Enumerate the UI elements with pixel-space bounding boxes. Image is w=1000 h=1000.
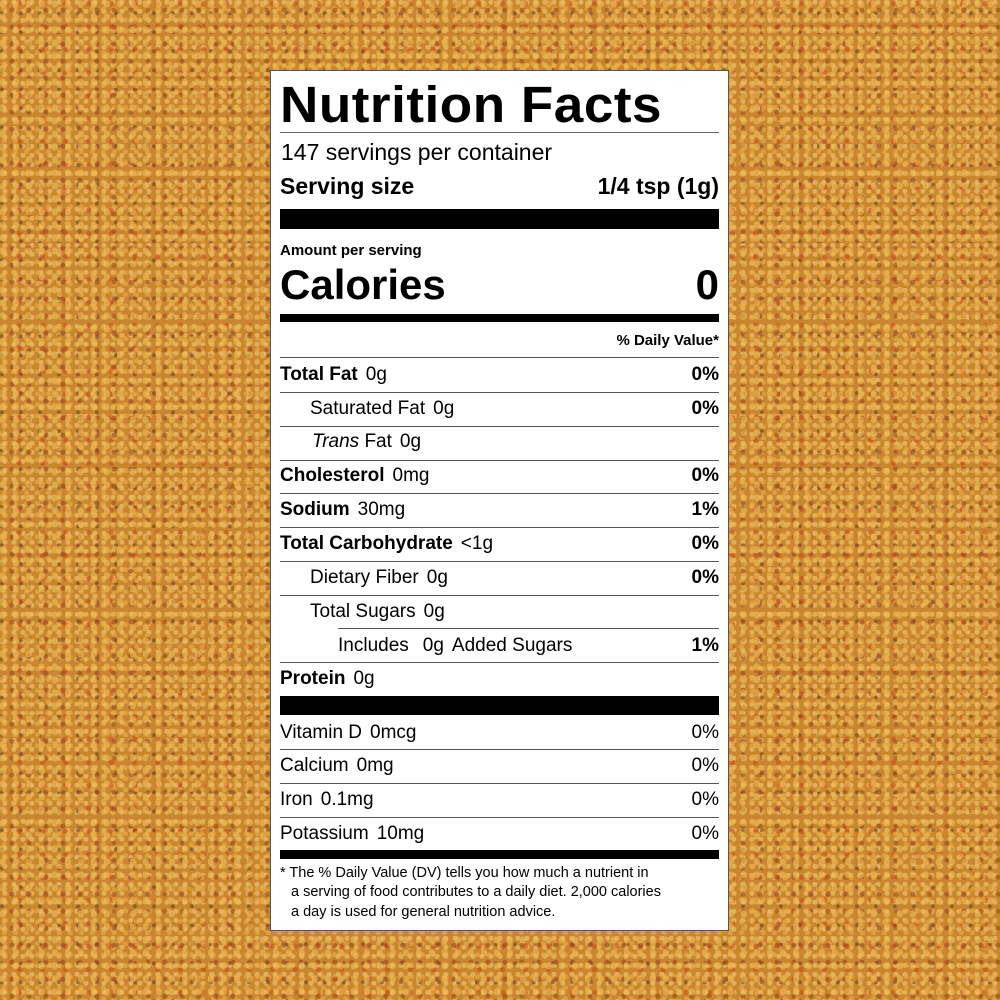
footnote-line-3: a day is used for general nutrition advi…: [291, 904, 556, 920]
serving-size-value: 1/4 tsp (1g): [597, 173, 719, 199]
servings-per-container: 147 servings per container: [281, 139, 553, 165]
nutrient-row-cholesterol: Cholesterol 0mg 0%: [280, 465, 719, 486]
amount-per-serving: Amount per serving: [280, 242, 422, 259]
nutrient-row-dietary-fiber: Dietary Fiber 0g 0%: [310, 567, 719, 588]
vitamin-row-potassium: Potassium 10mg 0%: [280, 823, 719, 844]
serving-size-label: Serving size: [280, 173, 415, 199]
label-title: Nutrition Facts: [280, 76, 663, 133]
medium-divider: [280, 850, 719, 859]
daily-value-header: % Daily Value*: [616, 332, 719, 349]
calories-value: 0: [695, 261, 719, 308]
divider: [280, 357, 719, 358]
vitamin-row-calcium: Calcium 0mg 0%: [280, 755, 719, 776]
nutrient-row-added-sugars: Includes 0g Added Sugars 1%: [338, 635, 719, 656]
thick-divider: [280, 209, 719, 229]
nutrient-row-sodium: Sodium 30mg 1%: [280, 499, 719, 520]
nutrient-row-trans-fat: Trans Fat 0g: [312, 431, 422, 452]
footnote-line-1: * The % Daily Value (DV) tells you how m…: [280, 865, 649, 881]
vitamin-row-iron: Iron 0.1mg 0%: [280, 789, 719, 810]
nutrient-row-total-fat: Total Fat 0g 0%: [280, 364, 719, 385]
calories-label: Calories: [280, 261, 446, 308]
nutrition-facts-label: Nutrition Facts 147 servings per contain…: [270, 70, 729, 931]
thick-divider: [280, 696, 719, 715]
vitamin-row-vitamin-d: Vitamin D 0mcg 0%: [280, 722, 719, 743]
nutrient-row-saturated-fat: Saturated Fat 0g 0%: [310, 398, 719, 419]
divider: [280, 132, 719, 133]
nutrient-row-total-carbohydrate: Total Carbohydrate <1g 0%: [280, 533, 719, 554]
medium-divider: [280, 314, 719, 322]
nutrient-row-protein: Protein 0g: [280, 668, 375, 689]
footnote-line-2: a serving of food contributes to a daily…: [291, 884, 661, 900]
nutrient-row-total-sugars: Total Sugars 0g: [310, 601, 445, 622]
